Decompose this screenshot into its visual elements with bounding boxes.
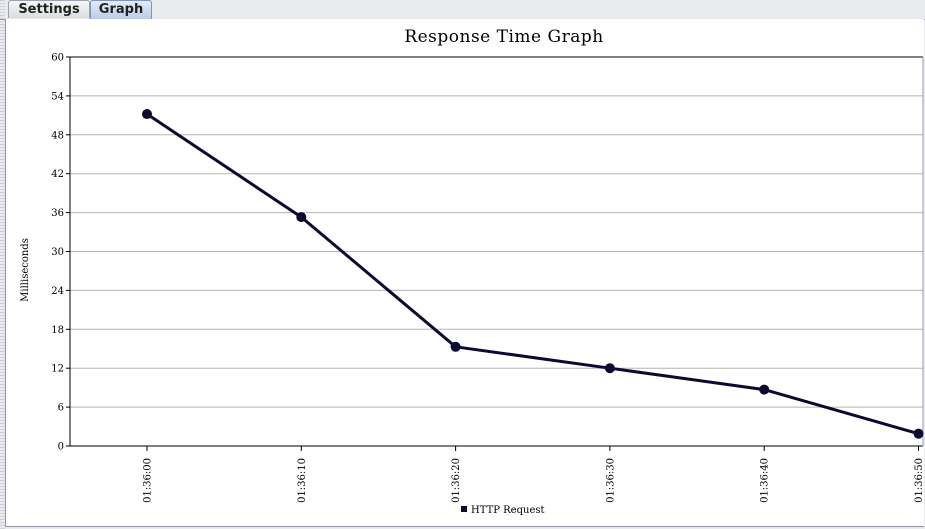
y-axis-label: Milliseconds	[20, 238, 31, 302]
tab-settings[interactable]: Settings	[8, 0, 90, 18]
y-tick-label: 24	[51, 286, 64, 297]
y-tick-label: 48	[51, 130, 64, 141]
legend-label: HTTP Request	[471, 505, 545, 516]
data-point	[296, 212, 307, 223]
x-tick-label: 01:36:20	[451, 458, 462, 503]
x-tick-label: 01:36:30	[605, 458, 616, 503]
y-tick-label: 0	[58, 442, 64, 453]
y-axis-ticks: 0 6 12 18 24 30 36 42 48 54 60	[51, 53, 70, 453]
y-tick-label: 6	[58, 403, 64, 414]
legend-swatch	[461, 506, 467, 512]
tab-graph[interactable]: Graph	[90, 0, 152, 20]
y-tick-label: 42	[51, 169, 64, 180]
data-point	[759, 384, 770, 395]
x-axis-ticks: 01:36:00 01:36:10 01:36:20 01:36:30 01:36:40…	[143, 446, 925, 503]
data-point	[913, 428, 924, 439]
data-point	[604, 363, 615, 374]
data-point	[142, 109, 152, 120]
chart-title: Response Time Graph	[404, 27, 603, 47]
y-tick-label: 36	[51, 208, 64, 219]
y-tick-label: 60	[51, 53, 64, 64]
x-tick-label: 01:36:00	[143, 458, 154, 503]
y-tick-label: 54	[51, 91, 64, 102]
series-line	[146, 112, 919, 436]
x-tick-label: 01:36:50	[914, 458, 925, 503]
x-tick-label: 01:36:10	[297, 458, 308, 503]
x-tick-label: 01:36:40	[760, 458, 771, 503]
panel-edge	[0, 0, 5, 529]
grid-lines	[70, 56, 923, 408]
legend: HTTP Request	[461, 505, 545, 516]
y-tick-label: 12	[51, 364, 64, 375]
graph-panel	[5, 19, 924, 527]
series-http-request	[142, 109, 924, 439]
y-tick-label: 30	[51, 247, 64, 258]
data-point	[450, 341, 461, 352]
y-tick-label: 18	[51, 325, 64, 336]
